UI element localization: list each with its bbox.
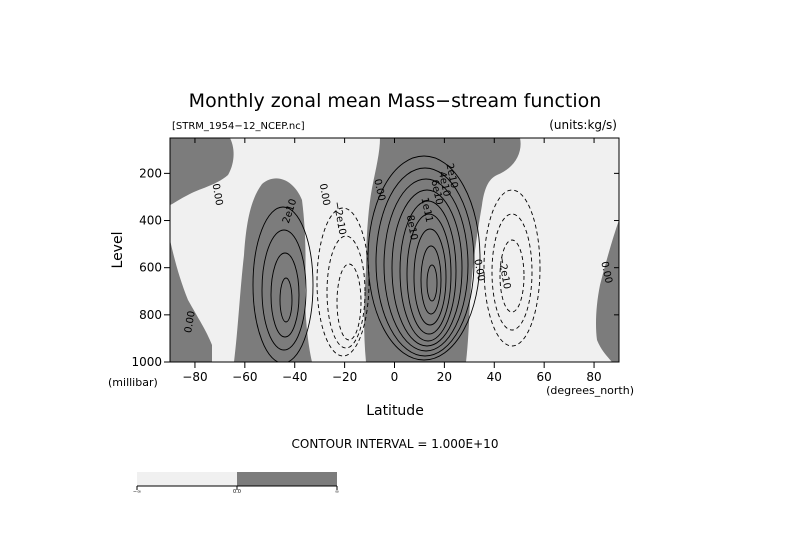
contour-label: 0.00 [317,183,332,207]
pos-contour-tr-1 [367,155,481,361]
contour-interval-label: CONTOUR INTERVAL = 1.000E+10 [292,437,499,451]
shade-left-edge-tongue [170,240,212,362]
pos-contour-sh-4 [279,277,293,323]
x-axis-units: (degrees_north) [546,384,634,397]
y-axis-label: Level [110,232,126,269]
y-tick-label: 800 [139,308,162,322]
pos-contour-tr-8 [420,245,442,315]
contour-label: 8e10 [404,214,419,241]
pos-contour-sh-1 [252,206,314,362]
pos-contour-sh-3 [270,252,300,338]
contour-label: 4e10 [436,171,452,198]
contour-label: 0.00 [371,178,386,202]
x-tick-label: 80 [586,370,601,384]
contour-label: 2e10 [443,162,459,189]
contour-label: 0.00 [598,260,613,284]
neg-contour-nh-1 [483,189,541,347]
y-tick-label: 600 [139,261,162,275]
pos-contour-sh-2 [261,229,307,351]
contour-label: 1e11 [418,197,434,224]
contour-label: 6e10 [428,179,444,206]
shade-right-edge [596,220,619,362]
colorbar-label-right: ∞ [335,489,339,495]
x-tick-label: 60 [537,370,552,384]
pos-contour-tr-9 [426,264,438,302]
neg-contour-nh-2 [491,213,533,331]
colorbar-label-left: −∞ [133,489,141,495]
colorbar-segment-negative [137,472,237,486]
pos-contour-tr-5 [399,200,457,342]
positive-contours [252,155,481,362]
y-tick-label: 200 [139,166,162,180]
colorbar-label-mid: 0.0 [233,489,241,495]
x-tick-label: −60 [232,370,257,384]
pos-contour-tr-6 [406,213,452,335]
neg-contour-nh-3 [499,239,525,313]
x-tick-label: 40 [487,370,502,384]
x-tick-label: 20 [437,370,452,384]
y-tick-label: 1000 [131,355,162,369]
shade-nh-cell [234,178,312,362]
x-tick-label: −80 [182,370,207,384]
x-tick-label: −40 [282,370,307,384]
y-axis-units: (millibar) [108,376,158,389]
neg-contour-sh-2 [326,235,366,349]
x-axis-label: Latitude [366,403,424,419]
contour-label: 0.00 [183,310,198,334]
neg-contour-sh-3 [336,263,362,341]
colorbar: −∞ 0.0 ∞ [133,472,339,495]
pos-contour-tr-7 [413,228,447,326]
y-axis: 200 400 600 800 1000 [131,166,619,369]
file-label: [STRM_1954−12_NCEP.nc] [172,121,305,132]
shade-top-left [170,138,234,205]
units-label: (units:kg/s) [549,118,617,132]
pos-contour-tr-4 [391,189,463,347]
x-axis: −80 −60 −40 −20 0 20 40 60 80 [182,138,602,384]
x-tick-label: 0 [391,370,399,384]
contour-label: 0.00 [471,258,486,282]
pos-contour-tr-2 [375,167,475,357]
colorbar-segment-positive [237,472,337,486]
pos-contour-tr-3 [383,178,469,352]
contour-label: 0.00 [210,183,225,207]
x-tick-label: −20 [332,370,357,384]
y-tick-label: 400 [139,214,162,228]
contour-labels: 0.002e100.00−2e100.008e101e112e104e106e1… [183,162,614,334]
chart-title: Monthly zonal mean Mass−stream function [189,90,602,112]
